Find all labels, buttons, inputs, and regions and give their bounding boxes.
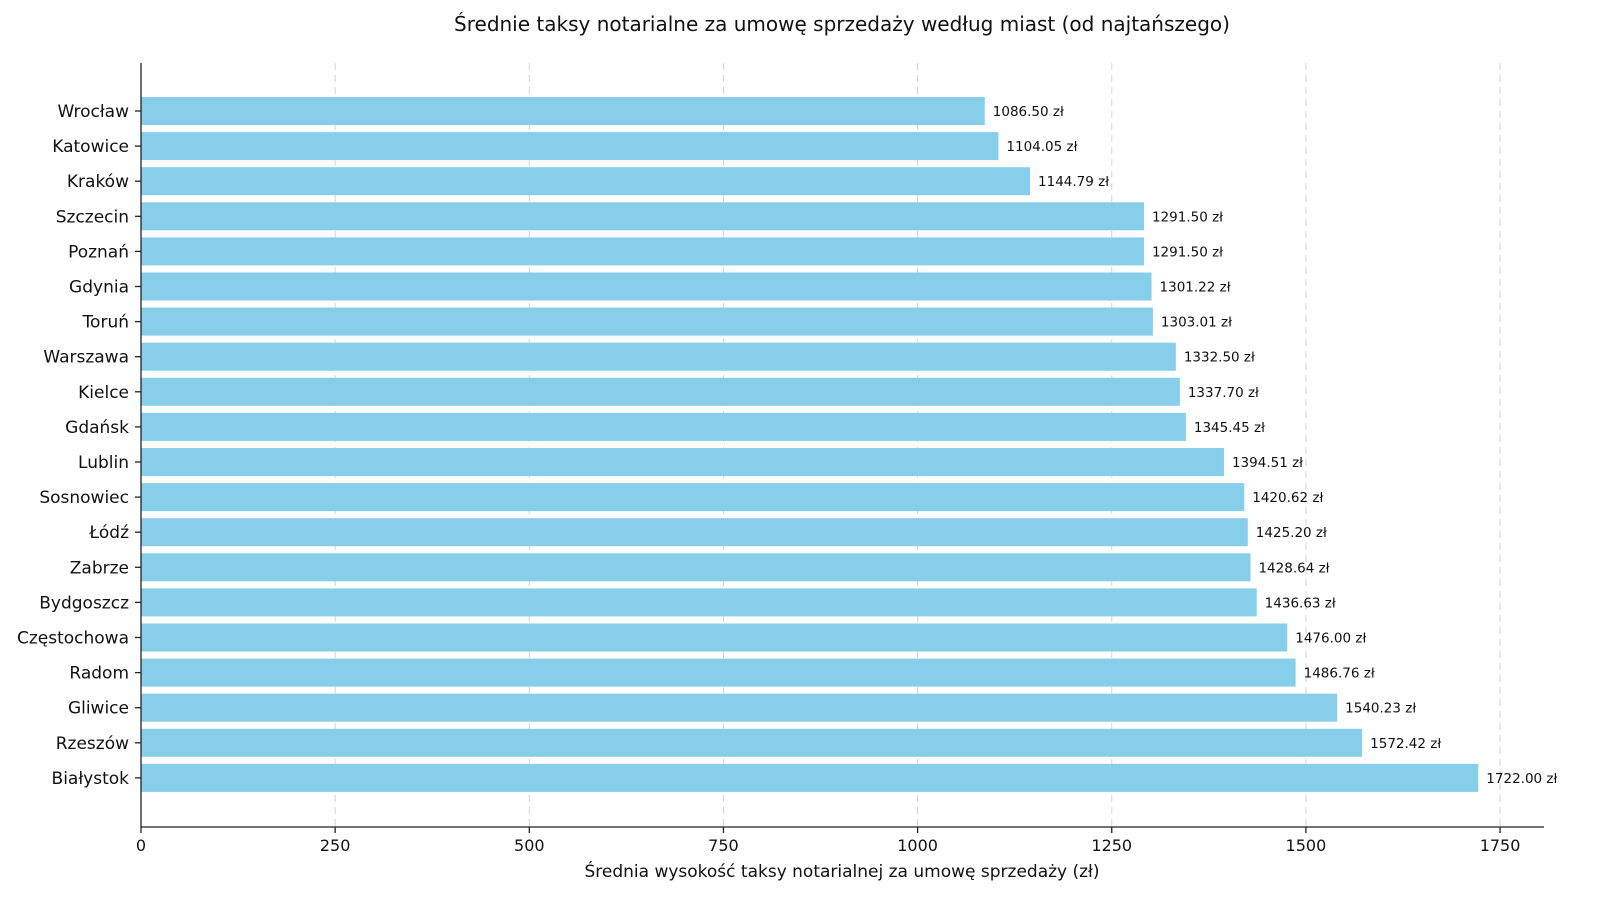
bar-value-label: 1486.76 zł [1304,666,1375,682]
bar-value-label: 1394.51 zł [1232,455,1303,471]
bar-18 [141,728,1363,757]
category-label: Sosnowiec [39,488,129,508]
bar-2 [141,167,1031,196]
category-label: Toruń [82,313,129,333]
bar-value-label: 1425.20 zł [1256,525,1327,541]
x-tick-label: 500 [514,836,545,855]
category-label: Poznań [68,242,129,262]
bar-6 [141,307,1153,336]
bar-value-label: 1345.45 zł [1194,420,1265,436]
bars [141,97,1479,792]
bar-value-label: 1420.62 zł [1252,490,1323,506]
bar-value-label: 1476.00 zł [1295,631,1366,647]
bar-5 [141,272,1152,301]
bar-13 [141,553,1251,582]
bar-19 [141,763,1479,792]
bar-value-label: 1722.00 zł [1486,771,1557,787]
bar-value-label: 1332.50 zł [1184,350,1255,366]
bar-value-label: 1572.42 zł [1370,736,1441,752]
chart-title: Średnie taksy notarialne za umowę sprzed… [454,12,1230,36]
bar-value-label: 1428.64 zł [1258,560,1329,576]
category-label: Lublin [78,453,129,473]
category-label: Katowice [52,137,129,157]
bar-value-label: 1303.01 zł [1161,315,1232,331]
category-label: Częstochowa [17,629,129,649]
bar-value-label: 1144.79 zł [1038,174,1109,190]
category-label: Kraków [67,172,129,192]
bar-value-label: 1291.50 zł [1152,209,1223,225]
bar-value-label: 1104.05 zł [1006,139,1077,155]
category-label: Radom [69,664,129,684]
category-label: Gdynia [69,278,129,298]
bar-3 [141,202,1144,231]
x-tick-label: 0 [136,836,146,855]
category-label: Rzeszów [56,734,129,754]
category-label: Wrocław [57,102,129,122]
bar-4 [141,237,1144,266]
bar-16 [141,658,1296,687]
category-label: Zabrze [70,558,129,578]
bar-8 [141,377,1180,406]
category-label: Szczecin [56,207,129,227]
category-labels: Wrocław Katowice Kraków Szczecin Poznań Gdyni… [17,102,141,789]
bar-value-label: 1086.50 zł [993,104,1064,120]
category-label: Kielce [78,383,129,403]
x-tick-label: 250 [320,836,351,855]
x-tick-label: 1000 [897,836,938,855]
x-tick-label: 750 [708,836,739,855]
bar-15 [141,623,1288,652]
bar-11 [141,483,1245,512]
bar-12 [141,518,1248,547]
category-label: Łódź [88,523,129,543]
bar-9 [141,412,1186,441]
bar-14 [141,588,1257,617]
bar-0 [141,97,985,125]
category-label: Warszawa [43,348,129,368]
x-axis-ticks: 0 250 500 750 1000 1250 1500 1750 [136,827,1521,855]
bar-value-label: 1337.70 zł [1188,385,1259,401]
x-tick-label: 1250 [1091,836,1132,855]
bar-10 [141,448,1224,476]
bar-17 [141,693,1338,722]
bar-value-label: 1291.50 zł [1152,244,1223,260]
bar-1 [141,132,999,161]
bar-value-label: 1436.63 zł [1265,595,1336,611]
bar-value-label: 1540.23 zł [1345,701,1416,717]
x-tick-label: 1500 [1286,836,1327,855]
bar-value-labels: 1086.50 zł 1104.05 zł 1144.79 zł 1291.50 zł… [993,104,1558,787]
category-label: Gdańsk [65,418,129,438]
category-label: Bydgoszcz [39,593,129,613]
x-tick-label: 1750 [1480,836,1521,855]
category-label: Gliwice [68,699,129,719]
category-label: Białystok [52,769,130,789]
bar-7 [141,342,1176,371]
x-axis-label: Średnia wysokość taksy notarialnej za um… [584,860,1099,882]
bar-value-label: 1301.22 zł [1160,280,1231,296]
